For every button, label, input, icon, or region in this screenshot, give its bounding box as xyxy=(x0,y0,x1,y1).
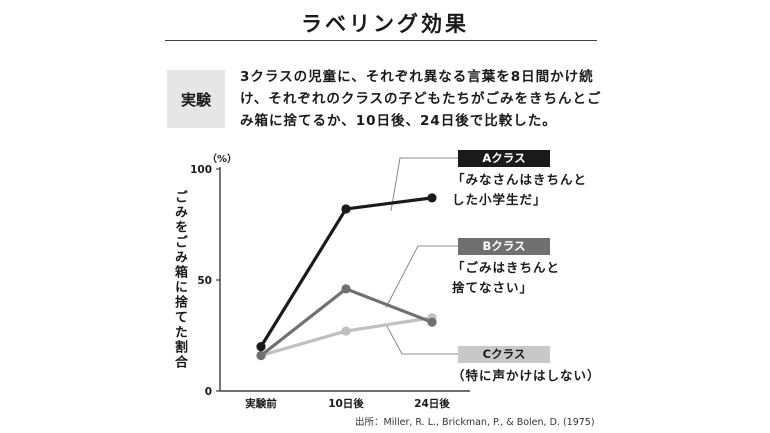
x-tick-label-2: 24日後 xyxy=(414,397,450,410)
y-axis-label: ごみをごみ箱に捨てた割合 xyxy=(172,190,187,370)
data-point-0-1 xyxy=(341,204,351,214)
series-line-0 xyxy=(259,196,433,348)
series-quote-a: 「みなさんはきちんと した小学生だ」 xyxy=(452,172,588,207)
leader-line-1 xyxy=(385,245,458,308)
source-citation: 出所：Miller, R. L., Brickman, P., & Bolen,… xyxy=(355,417,595,428)
data-point-2-1 xyxy=(341,326,351,336)
series-label-b: Bクラス xyxy=(458,238,550,255)
x-tick-label-0: 実験前 xyxy=(245,397,277,410)
y-tick-label-2: 100 xyxy=(190,164,212,176)
series-label-c: Cクラス xyxy=(458,346,550,363)
data-point-1-0 xyxy=(256,350,266,361)
series-quote-b: 「ごみはきちんと 捨てなさい」 xyxy=(452,260,561,295)
data-point-0-2 xyxy=(427,193,437,203)
page-title: ラベリング効果 xyxy=(301,12,469,36)
experiment-badge: 実験 xyxy=(167,70,225,128)
x-tick-label-1: 10日後 xyxy=(328,397,364,410)
leader-line-0 xyxy=(390,157,458,212)
series-label-a: Aクラス xyxy=(458,150,550,167)
data-point-0-0 xyxy=(256,342,266,352)
data-point-1-1 xyxy=(341,284,351,294)
title-divider xyxy=(165,40,597,41)
y-tick-label-1: 50 xyxy=(197,275,212,287)
y-tick-label-0: 0 xyxy=(205,386,212,398)
y-axis-unit: （%） xyxy=(207,154,238,165)
experiment-description: 3クラスの児童に、それぞれ異なる言葉を8日間かけ続け、それぞれのクラスの子どもた… xyxy=(240,69,602,129)
leader-line-2 xyxy=(385,324,458,355)
data-point-1-2 xyxy=(427,317,437,327)
series-quote-c: （特に声かけはしない） xyxy=(452,368,601,383)
